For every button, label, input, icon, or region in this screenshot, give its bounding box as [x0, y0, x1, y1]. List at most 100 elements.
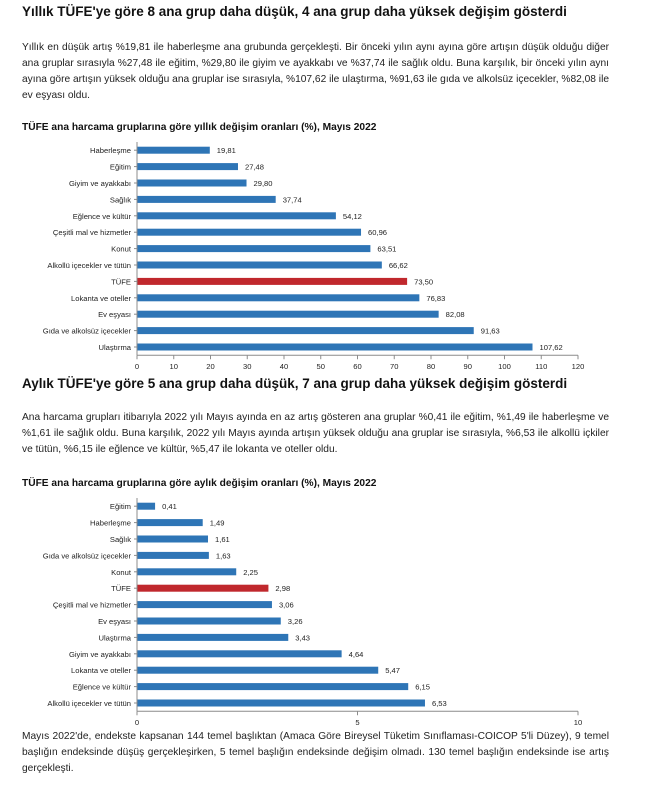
bar: [137, 261, 382, 269]
category-label: TÜFE: [111, 277, 131, 286]
bar: [137, 163, 238, 171]
value-label: 37,74: [283, 195, 302, 204]
value-label: 54,12: [343, 212, 362, 221]
bar: [137, 519, 203, 527]
bar: [137, 245, 371, 253]
category-label: Eğlence ve kültür: [73, 683, 132, 692]
x-tick-label: 120: [572, 362, 585, 371]
bar: [137, 228, 362, 236]
value-label: 19,81: [217, 146, 236, 155]
category-label: Çeşitli mal ve hizmetler: [53, 601, 132, 610]
value-label: 0,41: [162, 502, 177, 511]
x-tick-label: 5: [355, 718, 359, 727]
value-label: 60,96: [368, 228, 387, 237]
bar: [137, 179, 247, 187]
bar: [137, 568, 237, 576]
category-label: TÜFE: [111, 584, 131, 593]
value-label: 6,15: [415, 683, 430, 692]
bar: [137, 551, 209, 559]
category-label: Eğlence ve kültür: [73, 212, 132, 221]
category-label: Eğitim: [110, 502, 131, 511]
value-label: 4,64: [349, 650, 364, 659]
value-label: 82,08: [446, 310, 465, 319]
bar: [137, 195, 276, 203]
category-label: Gıda ve alkolsüz içecekler: [43, 327, 132, 336]
x-tick-label: 50: [317, 362, 325, 371]
category-label: Sağlık: [110, 195, 131, 204]
bar: [137, 327, 474, 335]
section2-paragraph: Ana harcama grupları itibarıyla 2022 yıl…: [22, 412, 609, 455]
value-label: 66,62: [389, 261, 408, 270]
bar: [137, 699, 425, 707]
x-tick-label: 70: [390, 362, 398, 371]
section2-title: Aylık TÜFE'ye göre 5 ana grup daha düşük…: [22, 376, 568, 391]
bar: [137, 310, 439, 318]
category-label: Konut: [111, 245, 132, 254]
category-label: Giyim ve ayakkabı: [69, 650, 131, 659]
x-tick-label: 100: [498, 362, 511, 371]
value-label: 1,63: [216, 551, 231, 560]
x-tick-label: 0: [135, 362, 139, 371]
value-label: 107,62: [540, 343, 563, 352]
category-label: Haberleşme: [90, 519, 131, 528]
category-label: Ulaştırma: [99, 633, 132, 642]
bar: [137, 650, 342, 658]
value-label: 27,48: [245, 163, 264, 172]
annual-change-bar-chart: Haberleşme 19,81 Eğitim 27,48 Giyim ve ayakk…: [43, 142, 585, 371]
value-label: 29,80: [254, 179, 273, 188]
bar: [137, 666, 379, 674]
bar: [137, 617, 281, 625]
bar: [137, 343, 533, 351]
x-tick-label: 110: [535, 362, 547, 371]
value-label: 73,50: [414, 277, 433, 286]
value-label: 76,83: [426, 294, 445, 303]
section1-title: Yıllık TÜFE'ye göre 8 ana grup daha düşü…: [22, 4, 567, 19]
bar-highlight: [137, 584, 269, 592]
bar: [137, 535, 209, 543]
x-tick-label: 20: [206, 362, 214, 371]
category-label: Sağlık: [110, 535, 131, 544]
value-label: 3,06: [279, 601, 294, 610]
category-label: Çeşitli mal ve hizmetler: [53, 228, 132, 237]
category-label: Konut: [111, 568, 132, 577]
category-label: Ev eşyası: [98, 310, 131, 319]
category-label: Giyim ve ayakkabı: [69, 179, 131, 188]
value-label: 1,49: [210, 519, 225, 528]
x-tick-label: 10: [574, 718, 582, 727]
bar-highlight: [137, 277, 408, 285]
x-tick-label: 0: [135, 718, 139, 727]
bar: [137, 502, 156, 510]
chart1-title: TÜFE ana harcama gruplarına göre yıllık …: [22, 122, 377, 133]
category-label: Alkollü içecekler ve tütün: [47, 261, 131, 270]
value-label: 6,53: [432, 699, 447, 708]
category-label: Lokanta ve oteller: [71, 666, 131, 675]
value-label: 5,47: [385, 666, 400, 675]
chart2-title: TÜFE ana harcama gruplarına göre aylık d…: [22, 478, 377, 489]
monthly-change-bar-chart: Eğitim 0,41 Haberleşme 1,49 Sağlık 1,61 Gıda v…: [43, 498, 582, 727]
category-label: Ev eşyası: [98, 617, 131, 626]
category-label: Lokanta ve oteller: [71, 294, 131, 303]
category-label: Ulaştırma: [99, 343, 132, 352]
bar: [137, 294, 420, 302]
category-label: Eğitim: [110, 163, 131, 172]
x-tick-label: 10: [170, 362, 178, 371]
x-tick-label: 30: [243, 362, 251, 371]
category-label: Haberleşme: [90, 146, 131, 155]
bar: [137, 633, 289, 641]
value-label: 2,25: [243, 568, 258, 577]
value-label: 91,63: [481, 327, 500, 336]
x-tick-label: 40: [280, 362, 288, 371]
value-label: 2,98: [275, 584, 290, 593]
bar: [137, 212, 336, 220]
value-label: 3,43: [295, 633, 310, 642]
value-label: 1,61: [215, 535, 230, 544]
x-tick-label: 60: [353, 362, 361, 371]
bar: [137, 601, 272, 609]
section1-paragraph: Yıllık en düşük artış %19,81 ile haberle…: [22, 42, 609, 101]
x-tick-label: 80: [427, 362, 435, 371]
footer-paragraph: Mayıs 2022'de, endekste kapsanan 144 tem…: [22, 731, 609, 774]
bar: [137, 683, 409, 691]
x-tick-label: 90: [464, 362, 472, 371]
value-label: 3,26: [288, 617, 303, 626]
value-label: 63,51: [377, 245, 396, 254]
